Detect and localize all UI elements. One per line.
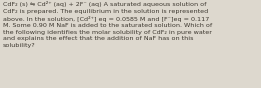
Text: CdF₂ (s) ⇋ Cd²⁺ (aq) + 2F⁻ (aq) A saturated aqueous solution of
CdF₂ is prepared: CdF₂ (s) ⇋ Cd²⁺ (aq) + 2F⁻ (aq) A satura… — [3, 1, 212, 48]
